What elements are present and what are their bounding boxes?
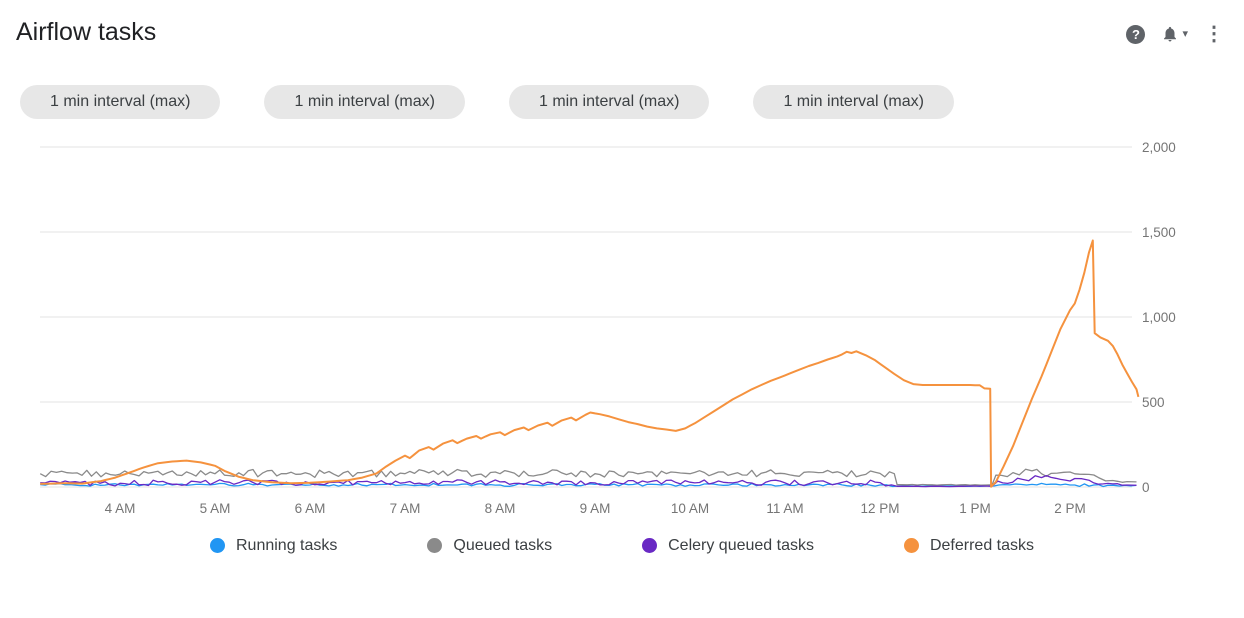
legend-item-celery-queued-tasks[interactable]: Celery queued tasks xyxy=(642,537,814,555)
widget-header: Airflow tasks ? ▾ ⋮ xyxy=(0,0,1244,49)
page-title: Airflow tasks xyxy=(16,18,157,46)
interval-chip[interactable]: 1 min interval (max) xyxy=(264,84,465,119)
interval-chip[interactable]: 1 min interval (max) xyxy=(20,84,221,119)
series-line-queued-tasks xyxy=(39,468,1137,486)
y-axis-tick-label: 0 xyxy=(1142,480,1150,495)
y-axis-tick-label: 1,000 xyxy=(1142,310,1176,325)
x-axis-tick-label: 7 AM xyxy=(390,501,421,516)
x-axis-tick-label: 8 AM xyxy=(485,501,516,516)
line-chart[interactable]: 0 500 1,000 1,500 2,000 4 AM 5 AM 6 AM 7 AM 8 AM 9… xyxy=(0,125,1244,525)
legend-item-running-tasks[interactable]: Running tasks xyxy=(209,536,338,555)
x-axis-tick-label: 11 AM xyxy=(766,501,803,516)
legend-item-deferred-tasks[interactable]: Deferred tasks xyxy=(903,536,1035,555)
legend-dot-queued-tasks xyxy=(427,538,443,553)
interval-chip[interactable]: 1 min interval (max) xyxy=(508,84,710,119)
series-line-deferred-tasks xyxy=(40,239,1140,488)
x-axis-tick-label: 1 PM xyxy=(959,501,991,516)
y-axis-tick-label: 2,000 xyxy=(1142,140,1176,155)
x-axis-tick-label: 5 AM xyxy=(200,501,231,516)
x-axis-tick-label: 9 AM xyxy=(580,501,611,516)
y-axis-tick-label: 1,500 xyxy=(1142,225,1176,240)
help-icon[interactable]: ? xyxy=(1126,24,1146,44)
legend-label: Celery queued tasks xyxy=(668,536,814,554)
x-axis-tick-label: 6 AM xyxy=(295,501,326,516)
x-axis-tick-label: 2 PM xyxy=(1054,501,1086,516)
legend-dot-running-tasks xyxy=(209,538,225,553)
alerting-bell-button[interactable]: ▾ xyxy=(1161,25,1188,43)
chevron-down-icon: ▾ xyxy=(1182,27,1188,40)
legend-label: Queued tasks xyxy=(453,536,553,554)
chart-area: 0 500 1,000 1,500 2,000 4 AM 5 AM 6 AM 7 AM 8 AM 9… xyxy=(0,125,1244,525)
x-axis-tick-label: 4 AM xyxy=(105,501,136,516)
bell-icon xyxy=(1161,25,1179,43)
series-line-celery-queued-tasks xyxy=(40,474,1137,487)
legend-label: Deferred tasks xyxy=(929,536,1035,554)
legend-item-queued-tasks[interactable]: Queued tasks xyxy=(427,537,552,555)
x-axis-tick-label: 10 AM xyxy=(671,501,709,516)
x-axis-tick-label: 12 PM xyxy=(860,501,899,516)
header-actions: ? ▾ ⋮ xyxy=(1126,24,1224,44)
overflow-menu-icon[interactable]: ⋮ xyxy=(1204,23,1224,45)
legend-dot-celery-queued-tasks xyxy=(642,538,658,553)
interval-chip[interactable]: 1 min interval (max) xyxy=(753,84,954,119)
chart-legend: Running tasks Queued tasks Celery queued t… xyxy=(0,537,1244,555)
interval-chips-row: 1 min interval (max) 1 min interval (max… xyxy=(20,84,1244,119)
legend-dot-deferred-tasks xyxy=(903,538,919,553)
y-axis-tick-label: 500 xyxy=(1142,395,1165,410)
legend-label: Running tasks xyxy=(235,536,338,554)
